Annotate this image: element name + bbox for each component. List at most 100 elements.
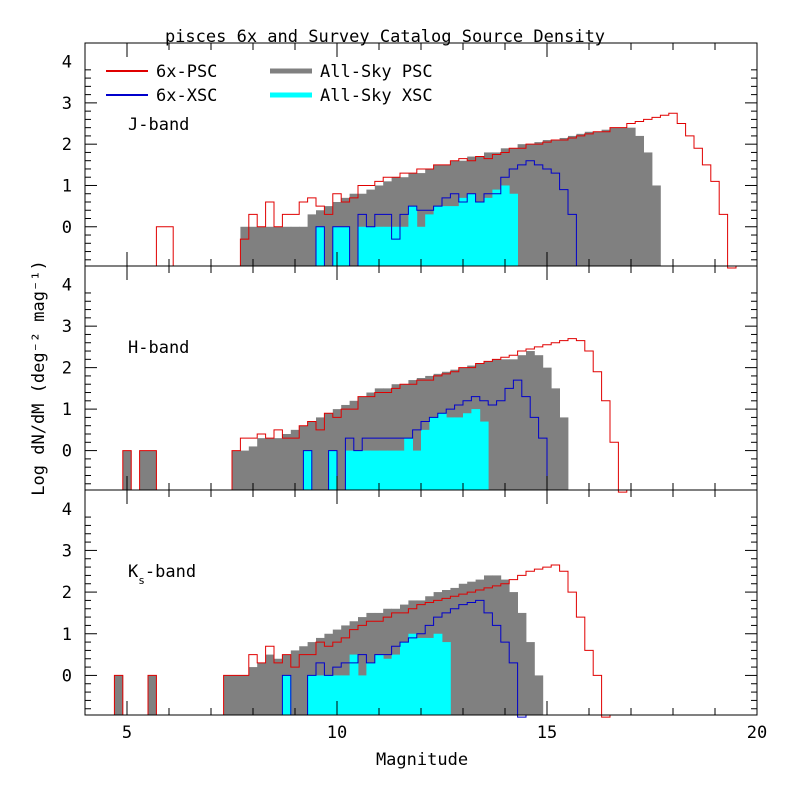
allsky-xsc-bar: [442, 206, 451, 266]
allsky-xsc-bar: [324, 675, 334, 715]
allsky-xsc-bar: [429, 417, 439, 490]
xsc-6x-histogram: [281, 599, 527, 718]
allsky-psc-bar: [358, 617, 367, 715]
allsky-xsc-bar: [471, 409, 481, 490]
x-tick-label: 5: [122, 723, 132, 743]
allsky-xsc-bar: [479, 421, 489, 490]
allsky-xsc-bar: [412, 450, 422, 490]
allsky-xsc-bar: [353, 450, 363, 490]
allsky-xsc-bar: [492, 189, 502, 266]
allsky-psc-bar: [509, 359, 518, 490]
allsky-xsc-bar: [484, 197, 493, 266]
allsky-xsc-bar: [500, 185, 510, 266]
chart-title: pisces 6x and Survey Catalog Source Dens…: [165, 27, 605, 47]
allsky-psc-bar: [475, 579, 485, 715]
allsky-psc-bar: [114, 675, 124, 715]
panels: 0 1 2 3 4 J-band 0 1 2 3 4 H-band 0 1 2 3 4 Ks-band: [62, 42, 758, 718]
allsky-xsc-bar: [341, 226, 350, 266]
allsky-psc-bar: [559, 137, 569, 266]
allsky-psc-bar: [568, 135, 577, 266]
x-axis-tick-labels: 5 10 15 20: [122, 723, 767, 743]
x-tick-label: 10: [327, 723, 347, 743]
allsky-xsc-bar: [395, 450, 405, 490]
allsky-xsc-bar: [421, 429, 430, 490]
allsky-psc-bar: [652, 185, 661, 266]
allsky-xsc-bar: [404, 438, 413, 490]
allsky-psc-bar: [542, 367, 552, 490]
allsky-psc-bar: [383, 181, 392, 266]
allsky-psc-bar: [240, 226, 250, 266]
allsky-psc-bar: [240, 675, 250, 715]
allsky-psc-bar: [148, 675, 157, 715]
allsky-psc-bar: [332, 629, 342, 715]
allsky-xsc-bar: [416, 226, 426, 266]
legend: 6x-PSC 6x-XSC All-Sky PSC All-Sky XSC: [106, 62, 433, 106]
allsky-psc-bar: [416, 173, 426, 266]
x-axis-label: Magnitude: [376, 750, 468, 770]
allsky-xsc-bar: [433, 206, 443, 266]
allsky-psc-bar: [274, 438, 283, 490]
allsky-psc-bar: [374, 185, 384, 266]
allsky-psc-bar: [290, 429, 300, 490]
allsky-xsc-bar: [358, 226, 367, 266]
allsky-xsc-bar: [463, 413, 472, 490]
allsky-psc-bar: [232, 675, 241, 715]
allsky-xsc-bar: [454, 417, 464, 490]
allsky-psc-bar: [257, 438, 266, 490]
y-tick-label: 4: [62, 276, 72, 296]
allsky-xsc-bar: [391, 226, 401, 266]
allsky-psc-bar: [517, 355, 527, 490]
allsky-psc-bar: [584, 131, 594, 266]
allsky-psc-bar: [122, 450, 132, 490]
allsky-xsc-bar: [400, 642, 409, 715]
allsky-xsc-bar: [383, 226, 392, 266]
y-tick-label: 3: [62, 94, 72, 114]
allsky-psc-bar: [383, 388, 392, 490]
allsky-psc-bar: [265, 438, 275, 490]
y-tick-label: 2: [62, 135, 72, 155]
panel-1: 0 1 2 3 4 H-band: [62, 265, 758, 493]
allsky-psc-bar: [341, 625, 350, 715]
allsky-xsc-bar: [328, 450, 338, 490]
allsky-psc-bar: [500, 579, 510, 715]
allsky-psc-bar: [551, 140, 560, 266]
allsky-xsc-bar: [391, 654, 401, 715]
allsky-psc-bar: [534, 675, 544, 715]
allsky-psc-bar: [526, 642, 535, 715]
xsc-6x-histogram: [315, 160, 577, 266]
y-tick-label: 4: [62, 500, 72, 520]
allsky-psc-bar: [299, 646, 308, 715]
allsky-psc-bar: [467, 581, 476, 715]
allsky-xsc-bar: [316, 226, 325, 266]
allsky-xsc-bar: [425, 214, 434, 266]
allsky-psc-bar: [517, 144, 527, 266]
panel-2: 0 1 2 3 4 Ks-band: [62, 489, 758, 718]
allsky-xsc-bar: [332, 675, 342, 715]
allsky-xsc-bar: [383, 658, 392, 715]
allsky-xsc-bar: [450, 206, 460, 266]
allsky-psc-bar: [492, 575, 502, 715]
allsky-psc-bar: [257, 226, 266, 266]
allsky-psc-bar: [500, 359, 510, 490]
legend-label-6x-psc: 6x-PSC: [156, 62, 217, 82]
y-tick-label: 0: [62, 218, 72, 238]
allsky-xsc-bar: [400, 226, 409, 266]
allsky-psc-bar: [290, 226, 300, 266]
allsky-xsc-bar: [370, 450, 380, 490]
allsky-psc-bar: [576, 133, 586, 266]
allsky-xsc-bar: [442, 642, 451, 715]
allsky-psc-bar: [282, 226, 292, 266]
allsky-xsc-bar: [408, 206, 418, 266]
legend-label-allsky-xsc: All-Sky XSC: [320, 86, 433, 106]
allsky-xsc-bar: [475, 201, 485, 266]
allsky-psc-bar: [559, 417, 569, 490]
allsky-psc-bar: [366, 392, 376, 490]
allsky-xsc-bar: [374, 654, 384, 715]
allsky-xsc-bar: [341, 675, 350, 715]
allsky-psc-bar: [274, 226, 283, 266]
y-tick-label: 0: [62, 442, 72, 462]
allsky-psc-bar: [618, 127, 628, 266]
x-tick-label: 15: [537, 723, 557, 743]
allsky-psc-bar: [610, 127, 619, 266]
allsky-xsc-bar: [408, 633, 418, 715]
